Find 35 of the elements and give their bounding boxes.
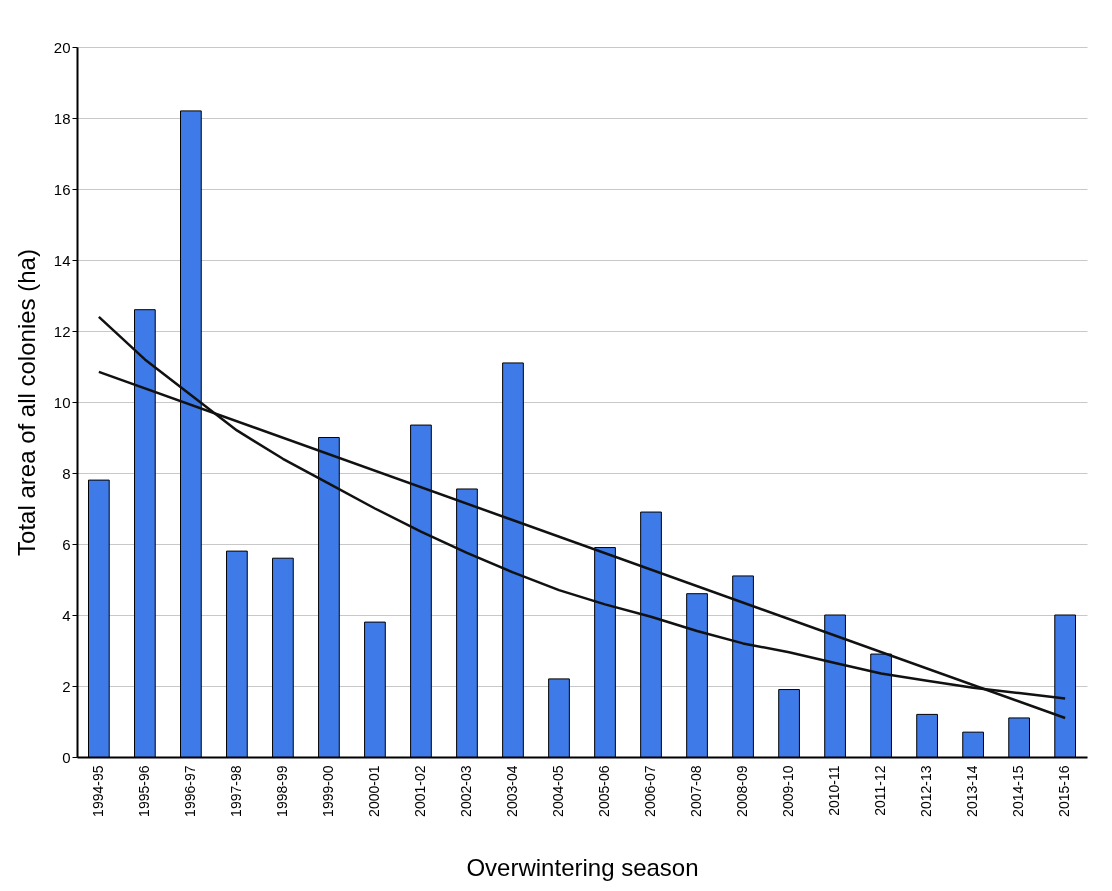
x-tick-label: 2012-13 — [918, 765, 935, 817]
y-tick-label: 2 — [62, 677, 71, 695]
x-tick-label: 2003-04 — [503, 765, 520, 817]
x-tick-label: 2015-16 — [1056, 765, 1073, 817]
y-tick-label: 16 — [53, 180, 71, 198]
x-tick-label: 1999-00 — [319, 765, 336, 817]
x-tick-label: 2013-14 — [964, 765, 981, 817]
y-tick-label: 4 — [62, 606, 71, 624]
x-tick-label: 1997-98 — [227, 765, 244, 817]
x-tick-label: 1996-97 — [181, 765, 198, 817]
x-tick-label: 2000-01 — [365, 765, 382, 817]
x-tick-label: 1998-99 — [273, 765, 290, 817]
y-tick-label: 18 — [53, 109, 71, 127]
y-tick-label: 10 — [53, 393, 71, 411]
x-tick-label: 2010-11 — [826, 765, 843, 816]
x-axis-title: Overwintering season — [466, 853, 699, 881]
x-tick-label: 2005-06 — [596, 765, 613, 817]
x-tick-label: 2011-12 — [872, 765, 889, 816]
x-tick-label: 2014-15 — [1010, 765, 1027, 817]
y-tick-label: 14 — [53, 251, 71, 269]
x-tick-label: 2006-07 — [642, 765, 659, 817]
y-tick-label: 20 — [53, 38, 71, 56]
x-tick-label: 2008-09 — [734, 765, 751, 817]
x-tick-label: 2001-02 — [411, 765, 428, 817]
x-tick-label: 2009-10 — [780, 765, 797, 817]
y-tick-label: 6 — [62, 535, 71, 553]
x-tick-label: 1995-96 — [135, 765, 152, 817]
y-axis-title: Total area of all colonies (ha) — [12, 249, 40, 556]
y-tick-label: 12 — [53, 322, 71, 340]
x-tick-label: 2004-05 — [549, 765, 566, 817]
x-tick-label: 1994-95 — [89, 765, 106, 817]
y-tick-label: 8 — [62, 464, 71, 482]
y-tick-label: 0 — [62, 748, 71, 766]
x-tick-label: 2002-03 — [457, 765, 474, 817]
x-tick-label: 2007-08 — [688, 765, 705, 817]
